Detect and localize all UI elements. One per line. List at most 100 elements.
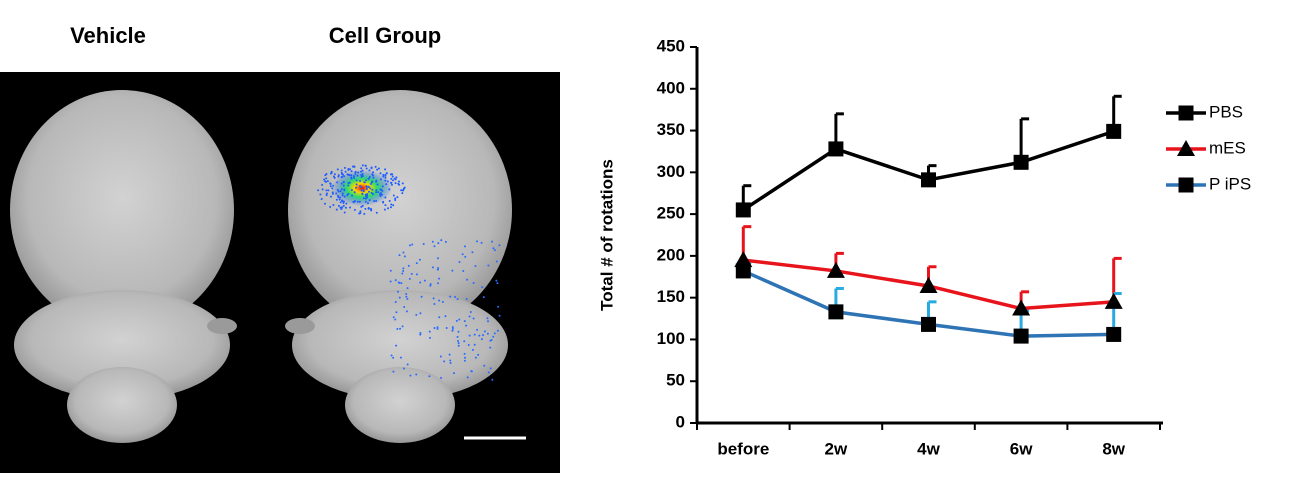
cell-dot bbox=[461, 253, 464, 256]
cell-dot bbox=[382, 200, 385, 203]
cell-dot bbox=[383, 208, 386, 211]
cell-dot bbox=[350, 176, 353, 179]
cell-dot bbox=[357, 171, 360, 174]
cell-dot bbox=[438, 277, 441, 280]
cell-dot bbox=[345, 202, 348, 205]
cell-dot bbox=[428, 375, 431, 378]
cell-dot bbox=[361, 204, 364, 207]
cell-dot bbox=[492, 335, 495, 338]
cell-dot bbox=[457, 340, 460, 343]
cell-dot bbox=[405, 310, 408, 313]
cell-dot bbox=[394, 301, 397, 304]
cell-dot bbox=[436, 257, 439, 260]
cell-dot bbox=[394, 318, 397, 321]
cell-dot bbox=[429, 284, 432, 287]
cell-dot bbox=[495, 260, 498, 263]
cell-dot bbox=[327, 189, 330, 192]
data-point bbox=[1013, 154, 1029, 170]
cell-dot bbox=[352, 165, 355, 168]
y-axis-label: Total # of rotations bbox=[597, 159, 616, 311]
cell-dot bbox=[458, 318, 461, 321]
cell-dot bbox=[326, 180, 329, 183]
cell-dot bbox=[457, 342, 460, 345]
cell-dot bbox=[400, 282, 403, 285]
cell-dot bbox=[486, 332, 489, 335]
cell-dot bbox=[415, 313, 418, 316]
cell-dot bbox=[457, 344, 460, 347]
cell-dot bbox=[342, 180, 345, 183]
cell-dot bbox=[341, 206, 344, 209]
cell-dot bbox=[343, 195, 346, 198]
cell-dot bbox=[491, 240, 494, 243]
cell-dot bbox=[481, 286, 484, 289]
cell-dot bbox=[415, 373, 418, 376]
cell-dot bbox=[356, 200, 359, 203]
cell-dot bbox=[353, 208, 356, 211]
cell-dot bbox=[331, 192, 334, 195]
cell-dot bbox=[418, 258, 421, 261]
cell-dot bbox=[406, 287, 409, 290]
cell-dot bbox=[437, 282, 440, 285]
cell-dot bbox=[457, 330, 460, 333]
cell-dot bbox=[332, 203, 335, 206]
cell-dot bbox=[379, 172, 382, 175]
cell-dot bbox=[452, 372, 455, 375]
cell-dot bbox=[388, 188, 391, 191]
cell-dot bbox=[350, 189, 353, 192]
cell-dot bbox=[428, 336, 431, 339]
cell-dot bbox=[451, 326, 454, 329]
cell-dot bbox=[433, 303, 436, 306]
cell-dot bbox=[422, 242, 425, 245]
cell-dot bbox=[384, 179, 387, 182]
cell-dot bbox=[474, 264, 477, 267]
cell-dot bbox=[325, 194, 328, 197]
cell-dot bbox=[444, 240, 447, 243]
cell-dot bbox=[384, 168, 387, 171]
cell-dot bbox=[324, 180, 327, 183]
cell-dot bbox=[463, 352, 466, 355]
cell-dot bbox=[385, 172, 388, 175]
cell-dot bbox=[340, 182, 343, 185]
cell-dot bbox=[392, 204, 395, 207]
cell-dot bbox=[489, 346, 492, 349]
y-tick-label: 200 bbox=[657, 245, 685, 264]
y-tick-label: 300 bbox=[657, 162, 685, 181]
cell-dot bbox=[367, 177, 370, 180]
data-point bbox=[734, 251, 753, 268]
cell-dot bbox=[392, 356, 395, 359]
y-tick-label: 400 bbox=[657, 78, 685, 97]
cell-dot bbox=[398, 180, 401, 183]
cell-dot bbox=[439, 355, 442, 358]
cell-dot bbox=[405, 295, 408, 298]
data-point bbox=[921, 316, 936, 332]
cell-dot bbox=[365, 185, 368, 188]
cell-dot bbox=[386, 180, 389, 183]
cell-dot bbox=[371, 192, 374, 195]
y-tick-label: 350 bbox=[657, 120, 685, 139]
cell-dot bbox=[370, 208, 373, 211]
cell-dot bbox=[354, 172, 357, 175]
cell-dot bbox=[390, 203, 393, 206]
cell-dot bbox=[476, 328, 479, 331]
cell-dot bbox=[402, 270, 405, 273]
cell-dot bbox=[382, 175, 385, 178]
cell-dot bbox=[363, 181, 366, 184]
cell-dot bbox=[370, 191, 373, 194]
cell-dot bbox=[342, 204, 345, 207]
cell-dot bbox=[343, 175, 346, 178]
cell-dot bbox=[333, 173, 336, 176]
cell-dot bbox=[441, 300, 444, 303]
brain-cell-group bbox=[285, 90, 512, 443]
cell-dot bbox=[362, 189, 365, 192]
cell-dot bbox=[364, 207, 367, 210]
panel-label: Cell Group bbox=[329, 23, 441, 48]
cell-dot bbox=[361, 169, 364, 172]
cell-dot bbox=[464, 356, 467, 359]
cell-dot bbox=[379, 192, 382, 195]
cell-dot bbox=[325, 189, 328, 192]
cell-dot bbox=[329, 195, 332, 198]
cell-dot bbox=[394, 182, 397, 185]
cell-dot bbox=[355, 183, 358, 186]
cell-dot bbox=[350, 174, 353, 177]
data-point bbox=[1104, 292, 1123, 309]
